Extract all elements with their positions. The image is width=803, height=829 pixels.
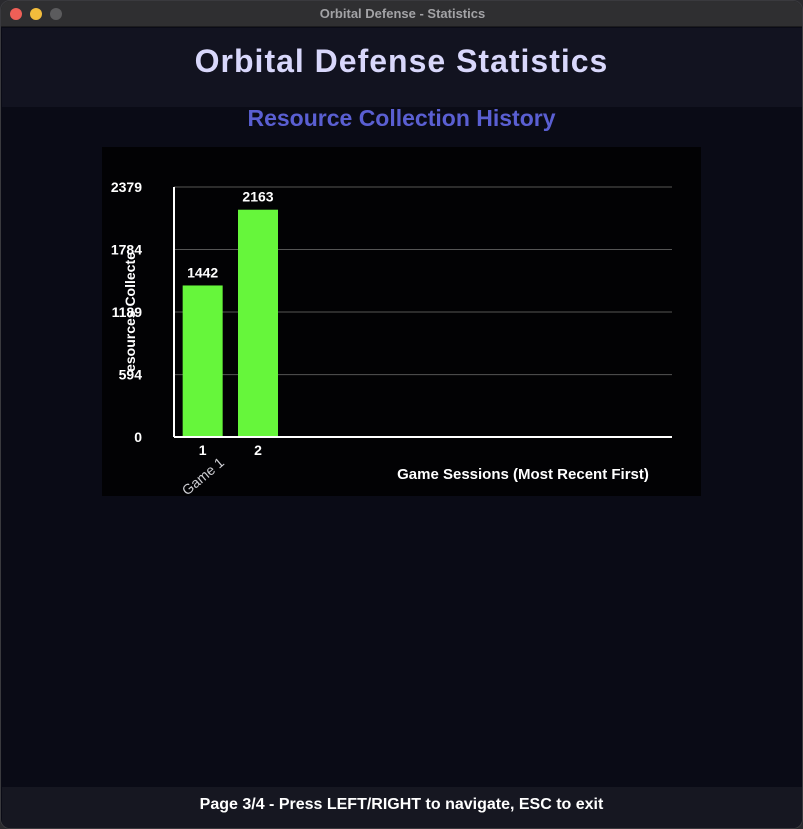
y-tick-label: 1189: [112, 304, 143, 320]
bar-value-label: 2163: [242, 189, 273, 205]
y-axis-label: esources Collecte: [122, 252, 138, 372]
header-band: [2, 28, 802, 107]
y-tick-label: 0: [134, 429, 142, 445]
section-title: Resource Collection History: [247, 105, 556, 131]
x-tick-label: 1: [199, 442, 207, 458]
title-bar: Orbital Defense - Statistics: [1, 1, 802, 27]
footer-instructions: Page 3/4 - Press LEFT/RIGHT to navigate,…: [199, 796, 604, 813]
x-axis-title: Game Sessions (Most Recent First): [397, 466, 649, 483]
close-window-button[interactable]: [10, 8, 22, 20]
y-tick-label: 594: [119, 367, 143, 383]
bar: [182, 285, 223, 437]
resource-bar-chart: 0 594 1189 1784 2379 1442 1 2163 2 esources Colle…: [111, 179, 672, 496]
minimize-window-button[interactable]: [30, 8, 42, 20]
page-title: Orbital Defense Statistics: [194, 43, 609, 79]
game-session-label: Game 1: [179, 454, 228, 496]
y-tick-label: 2379: [111, 179, 142, 195]
chart-panel: 0 594 1189 1784 2379 1442 1 2163 2 esources Colle…: [102, 147, 701, 496]
y-tick-label: 1784: [111, 242, 142, 258]
bar: [238, 209, 278, 437]
window-title: Orbital Defense - Statistics: [319, 6, 486, 21]
maximize-window-button[interactable]: [50, 8, 62, 20]
footer-bar: [2, 787, 802, 828]
bar-value-label: 1442: [187, 264, 218, 280]
x-tick-label: 2: [254, 442, 262, 458]
